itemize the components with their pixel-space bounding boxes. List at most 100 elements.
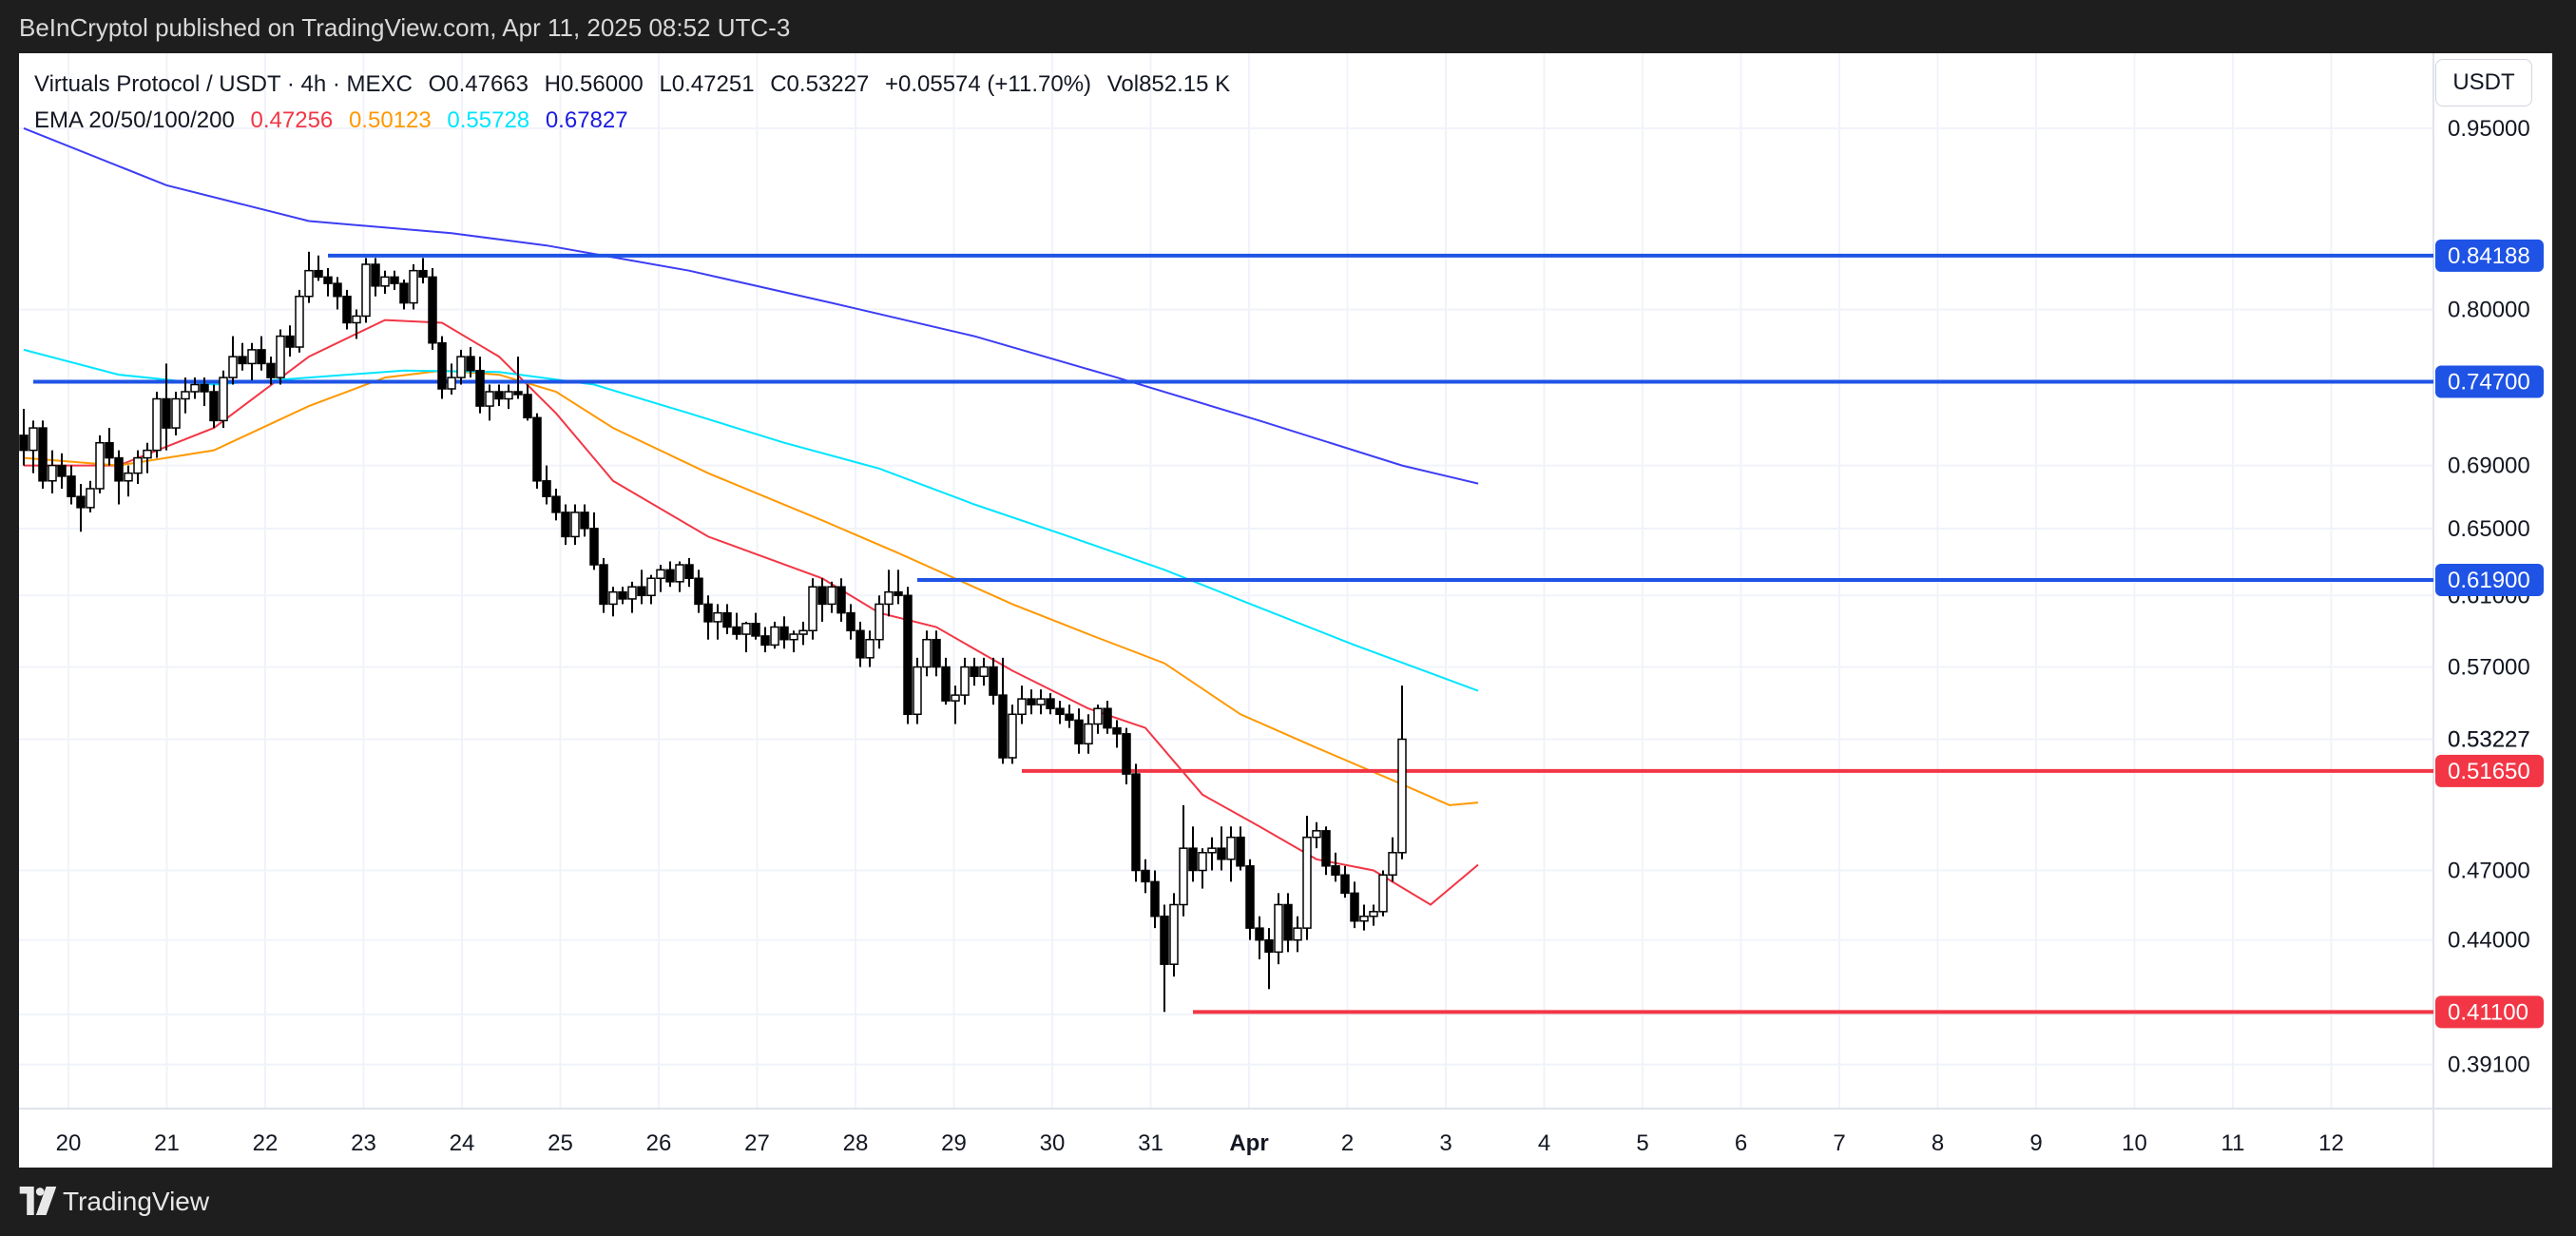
candle-up[interactable] [190, 383, 200, 393]
candle-up[interactable] [713, 611, 722, 623]
candle-up[interactable] [789, 633, 798, 641]
candle-up[interactable] [1397, 738, 1407, 854]
candle-up[interactable] [1008, 713, 1017, 759]
tradingview-brand[interactable]: TradingView [63, 1187, 210, 1216]
candle-up[interactable] [409, 269, 418, 304]
candle-down[interactable] [399, 282, 409, 304]
candle-down[interactable] [1065, 713, 1074, 722]
candle-down[interactable] [513, 391, 523, 396]
candle-up[interactable] [143, 449, 152, 459]
candle-up[interactable] [770, 626, 779, 647]
candle-up[interactable] [884, 590, 894, 606]
candle-up[interactable] [1017, 698, 1027, 716]
candle-down[interactable] [342, 295, 352, 324]
candle-up[interactable] [1179, 847, 1188, 906]
candle-down[interactable] [76, 495, 86, 509]
candle-up[interactable] [951, 694, 960, 702]
candle-up[interactable] [608, 590, 618, 606]
candle-down[interactable] [1112, 726, 1122, 735]
candle-down[interactable] [266, 362, 276, 378]
candle-up[interactable] [247, 349, 257, 365]
candle-down[interactable] [589, 528, 599, 566]
candle-up[interactable] [361, 263, 371, 318]
candle-down[interactable] [285, 335, 295, 348]
price-badge-resistance-0.61900[interactable] [2435, 564, 2544, 597]
candle-down[interactable] [846, 611, 855, 632]
candle-up[interactable] [1093, 707, 1103, 725]
candle-up[interactable] [1036, 698, 1046, 705]
candle-down[interactable] [1160, 916, 1169, 965]
candle-down[interactable] [561, 512, 570, 538]
candle-down[interactable] [751, 623, 760, 637]
candle-down[interactable] [684, 564, 694, 580]
candle-up[interactable] [1198, 852, 1207, 872]
candle-up[interactable] [228, 356, 238, 378]
candle-down[interactable] [390, 276, 399, 284]
candle-up[interactable] [1312, 830, 1321, 839]
candle-down[interactable] [314, 269, 323, 279]
candle-up[interactable] [979, 666, 989, 678]
candle-down[interactable] [637, 586, 646, 597]
candle-up[interactable] [86, 488, 95, 509]
candle-down[interactable] [114, 456, 124, 482]
candle-up[interactable] [1378, 874, 1388, 913]
candle-down[interactable] [1131, 773, 1141, 872]
candle-down[interactable] [722, 611, 732, 628]
candle-up[interactable] [960, 666, 970, 696]
candle-down[interactable] [1283, 903, 1293, 941]
candle-down[interactable] [1141, 869, 1150, 883]
candle-down[interactable] [1245, 865, 1255, 929]
candle-down[interactable] [1122, 733, 1131, 775]
candle-down[interactable] [760, 635, 770, 647]
candle-up[interactable] [295, 295, 304, 348]
chart-panel[interactable]: 0.950000.800000.690000.650000.610000.570… [19, 53, 2552, 1168]
candle-down[interactable] [532, 416, 542, 482]
candle-down[interactable] [162, 397, 171, 429]
candle-up[interactable] [656, 569, 665, 580]
candle-down[interactable] [779, 626, 789, 641]
candle-down[interactable] [1255, 927, 1264, 941]
candle-down[interactable] [694, 577, 703, 606]
candle-up[interactable] [865, 638, 875, 659]
candle-down[interactable] [703, 603, 713, 623]
candle-down[interactable] [466, 356, 475, 372]
price-badge-support-0.41100[interactable] [2435, 995, 2544, 1029]
candle-up[interactable] [485, 391, 494, 407]
candle-down[interactable] [817, 586, 827, 606]
candle-down[interactable] [580, 512, 589, 530]
ema-label[interactable]: EMA 20/50/100/200 [34, 107, 235, 133]
candle-down[interactable] [523, 394, 532, 419]
candle-down[interactable] [599, 564, 608, 606]
candle-up[interactable] [646, 577, 656, 597]
price-chart[interactable]: 0.950000.800000.690000.650000.610000.570… [19, 53, 2552, 1168]
candle-down[interactable] [903, 594, 913, 716]
candle-down[interactable] [1321, 830, 1331, 867]
candle-up[interactable] [352, 315, 361, 324]
candle-down[interactable] [1150, 880, 1160, 917]
candle-up[interactable] [827, 586, 836, 606]
candle-down[interactable] [494, 391, 504, 400]
candle-down[interactable] [475, 369, 485, 407]
candle-down[interactable] [257, 349, 266, 365]
candle-down[interactable] [200, 383, 209, 393]
candle-down[interactable] [209, 391, 219, 422]
candle-up[interactable] [29, 427, 38, 452]
candle-up[interactable] [570, 512, 580, 538]
candle-up[interactable] [1207, 847, 1217, 854]
candle-down[interactable] [941, 666, 951, 702]
candle-down[interactable] [19, 435, 29, 452]
candle-down[interactable] [238, 356, 247, 365]
candle-down[interactable] [1340, 874, 1350, 895]
symbol-title[interactable]: Virtuals Protocol / USDT · 4h · MEXC [34, 71, 413, 97]
candle-down[interactable] [1074, 719, 1084, 744]
candle-up[interactable] [875, 603, 884, 641]
candle-down[interactable] [542, 480, 551, 497]
candle-down[interactable] [894, 590, 903, 597]
candle-down[interactable] [1055, 707, 1065, 716]
candle-up[interactable] [171, 397, 181, 429]
candle-up[interactable] [1084, 723, 1093, 744]
candle-up[interactable] [304, 269, 314, 298]
candle-down[interactable] [418, 269, 428, 279]
tradingview-logo-icon[interactable] [19, 1187, 57, 1215]
candle-up[interactable] [124, 472, 133, 482]
